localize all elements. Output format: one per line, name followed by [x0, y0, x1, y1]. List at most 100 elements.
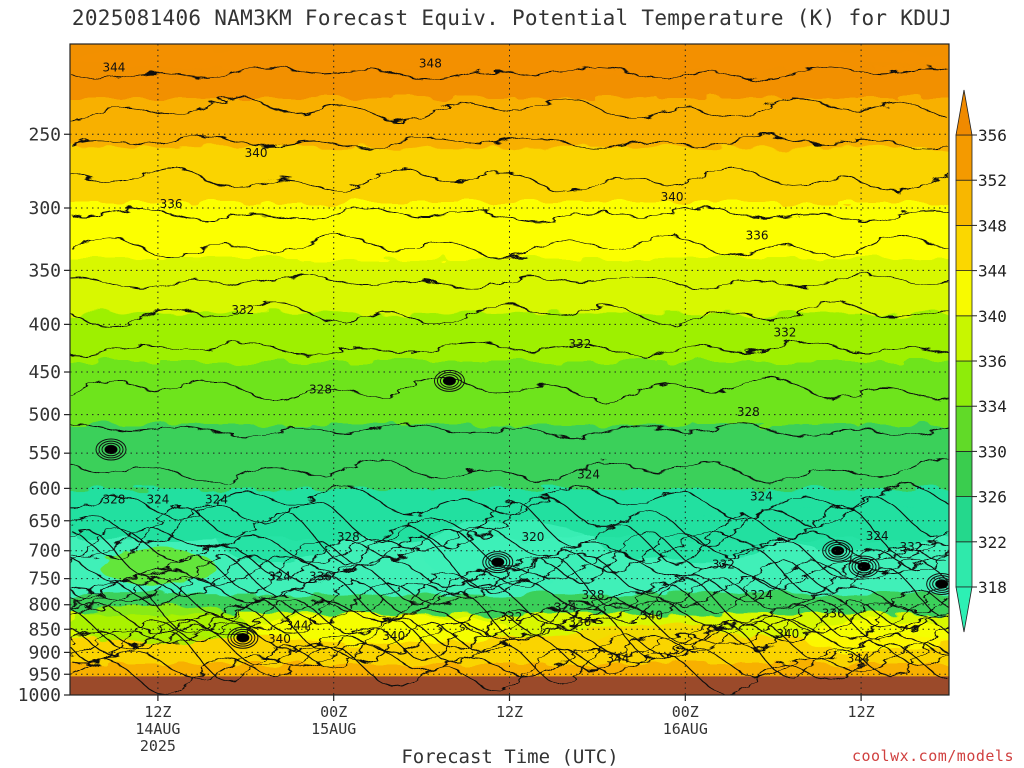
fill-patch [597, 514, 774, 563]
colorbar-label: 344 [978, 262, 1007, 281]
colorbar-segment [955, 134, 973, 181]
colorbar-label: 322 [978, 533, 1007, 552]
colorbar-segment [955, 224, 973, 271]
colorbar-label: 318 [978, 578, 1007, 597]
contour-cell [433, 369, 465, 392]
contour-label: 336 [309, 569, 332, 583]
contour-line [70, 576, 949, 613]
fill-patch [802, 619, 949, 653]
colorbar-extend-top [955, 89, 973, 136]
x-tick-label: 12Z [496, 703, 523, 721]
y-tick-label: 350 [28, 260, 61, 281]
contour-label: 340 [776, 627, 799, 641]
colorbar-segment [955, 270, 973, 317]
y-tick-label: 650 [28, 511, 61, 532]
contour-label: 340 [382, 629, 405, 643]
contour-label: 332 [568, 337, 591, 351]
contour-line [70, 207, 949, 223]
contour-line [70, 555, 949, 620]
colorbar: 318 322 326 330 334 336 340 344 348 352 356 [955, 89, 1007, 633]
y-tick-label: 550 [28, 443, 61, 464]
x-tick-label: 00Z [672, 703, 699, 721]
contour-label: 344 [286, 618, 309, 632]
colorbar-segment [955, 405, 973, 452]
contour-label: 328 [102, 493, 125, 507]
contour-label: 328 [582, 588, 605, 602]
y-tick-label: 600 [28, 478, 61, 499]
colorbar-segment [955, 360, 973, 407]
colorbar-label: 336 [978, 352, 1007, 371]
colorbar-label: 352 [978, 171, 1007, 190]
y-tick-label: 400 [28, 314, 61, 335]
y-tick-label: 850 [28, 619, 61, 640]
colorbar-segment [955, 315, 973, 362]
contour-label: 328 [337, 530, 360, 544]
colorbar-segment [955, 450, 973, 497]
contour-label: 324 [866, 529, 889, 543]
y-tick-label: 450 [28, 362, 61, 383]
contour-line [70, 376, 949, 403]
contour-label: 324 [268, 569, 291, 583]
colorbar-label: 334 [978, 397, 1007, 416]
colorbar-extend-bottom [955, 586, 973, 633]
colorbar-label: 356 [978, 126, 1007, 145]
colorbar-segment [955, 541, 973, 588]
x-tick-label: 00Z [320, 703, 347, 721]
colorbar-segment [955, 179, 973, 226]
contour-label: 332 [500, 610, 523, 624]
fill-patch [773, 501, 949, 551]
grid-lines [70, 44, 949, 696]
contour-line [70, 341, 949, 357]
y-tick-label: 750 [28, 569, 61, 590]
contour-label: 344 [606, 652, 629, 666]
contour-label: 320 [521, 530, 544, 544]
fill-patch [216, 514, 334, 563]
ground-below-surface [70, 676, 949, 695]
fill-patch [70, 44, 949, 74]
contour-label: 340 [268, 632, 291, 646]
contour-label: 340 [245, 146, 268, 160]
contour-line [70, 576, 949, 628]
x-axis-label: Forecast Time (UTC) [401, 746, 619, 768]
y-tick-label: 300 [28, 198, 61, 219]
x-tick-label: 16AUG [663, 720, 708, 738]
x-tick-label: 15AUG [311, 720, 356, 738]
contour-label: 336 [568, 615, 591, 629]
contour-cell [227, 626, 259, 649]
colorbar-label: 326 [978, 488, 1007, 507]
colorbar-label: 340 [978, 307, 1007, 326]
contour-label: 324 [750, 489, 773, 503]
contour-line [70, 301, 949, 328]
credit-link[interactable]: coolwx.com/models [851, 747, 1014, 765]
contour-label: 340 [640, 609, 663, 623]
contour-cell [926, 572, 949, 595]
contour-label: 324 [750, 588, 773, 602]
colorbar-label: 348 [978, 216, 1007, 235]
contour-line [70, 134, 949, 151]
contour-label: 336 [822, 607, 845, 621]
contour-label: 328 [309, 383, 332, 397]
colorbar-segment [955, 496, 973, 543]
y-tick-label: 700 [28, 541, 61, 562]
contour-line [70, 642, 949, 680]
contour-label: 332 [231, 303, 254, 317]
chart-title: 2025081406 NAM3KM Forecast Equiv. Potent… [71, 6, 953, 30]
contour-label: 344 [102, 61, 125, 75]
contour-lines [70, 65, 949, 695]
contour-label: 324 [554, 600, 577, 614]
contour-line [70, 496, 949, 546]
contour-line [70, 529, 949, 596]
contour-label: 348 [419, 57, 442, 71]
x-tick-label: 14AUG [135, 720, 180, 738]
contour-label: 336 [160, 197, 183, 211]
y-tick-label: 800 [28, 595, 61, 616]
pressure-axis: 2503003504004505005506006507007508008509… [18, 124, 70, 706]
contour-label: 332 [899, 540, 922, 554]
contour-label: 328 [737, 405, 760, 419]
contour-cell [848, 555, 880, 578]
fill-patch [70, 604, 246, 644]
contour-cell [482, 551, 514, 574]
